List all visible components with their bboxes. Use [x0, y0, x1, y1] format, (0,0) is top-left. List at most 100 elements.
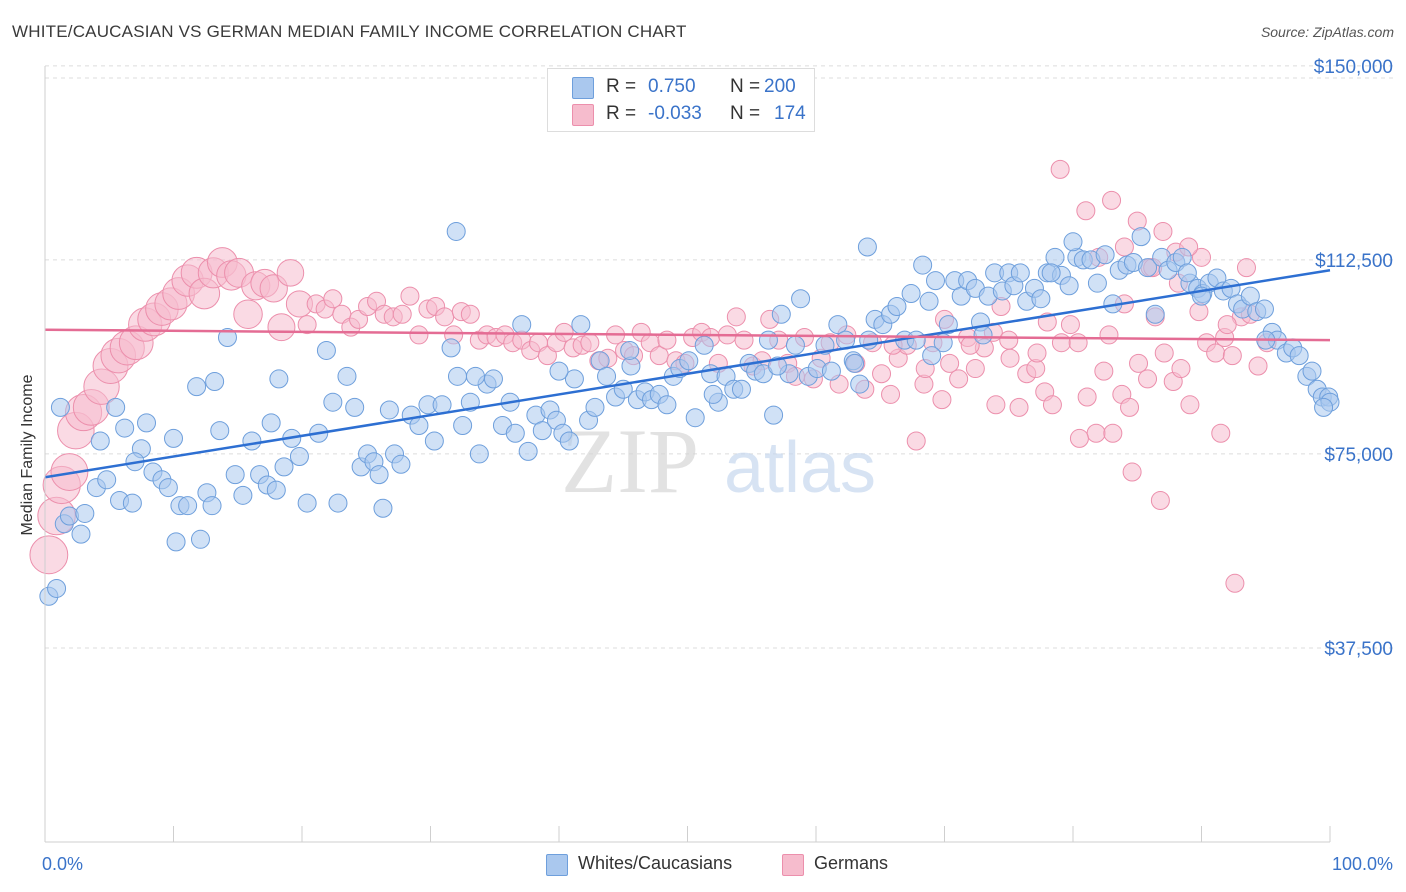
y-tick-labels: $37,500 $75,000 $112,500 $150,000 — [1314, 57, 1393, 660]
watermark: ZIP atlas — [561, 410, 876, 512]
white-point — [1063, 232, 1083, 252]
white-point — [187, 377, 207, 397]
german-point — [554, 322, 574, 342]
german-point — [965, 359, 985, 379]
legend-label-whites: Whites/Caucasians — [578, 853, 733, 873]
german-point — [400, 286, 420, 306]
white-point — [791, 289, 811, 309]
german-point — [1122, 462, 1142, 482]
german-point — [409, 325, 429, 345]
white-point — [821, 361, 841, 381]
white-point — [266, 480, 286, 500]
white-point — [828, 315, 848, 335]
german-point — [1217, 315, 1237, 335]
white-point — [289, 447, 309, 467]
german-point — [1000, 348, 1020, 368]
white-point — [549, 361, 569, 381]
german-point — [349, 309, 369, 329]
german-point — [29, 535, 69, 575]
german-point — [1068, 333, 1088, 353]
white-point — [242, 431, 262, 451]
white-point — [166, 532, 186, 552]
white-point — [887, 296, 907, 316]
legend-swatch-germans — [782, 854, 804, 876]
german-point — [1180, 395, 1200, 415]
r-value: 0.750 — [648, 76, 696, 97]
german-point — [940, 353, 960, 373]
german-point — [1171, 359, 1191, 379]
n-value: 174 — [774, 103, 806, 124]
white-point — [518, 441, 538, 461]
white-point — [205, 371, 225, 391]
white-point — [233, 485, 253, 505]
white-point — [190, 529, 210, 549]
white-point — [453, 415, 473, 435]
german-point — [392, 304, 412, 324]
y-tick-label: $150,000 — [1314, 57, 1393, 78]
white-point — [106, 397, 126, 417]
white-point — [269, 369, 289, 389]
german-point — [1211, 423, 1231, 443]
german-point — [1099, 325, 1119, 345]
white-point — [379, 400, 399, 420]
german-point — [580, 333, 600, 353]
x-tick-label-min: 0.0% — [42, 854, 83, 874]
white-point — [225, 465, 245, 485]
german-point — [932, 390, 952, 410]
white-point — [1045, 247, 1065, 267]
axes — [44, 66, 1331, 843]
white-point — [559, 431, 579, 451]
german-point — [460, 304, 480, 324]
white-point — [1059, 276, 1079, 296]
white-point — [585, 397, 605, 417]
german-point — [323, 289, 343, 309]
german-point — [1127, 211, 1147, 231]
white-point — [441, 338, 461, 358]
white-point — [274, 457, 294, 477]
german-point — [1102, 190, 1122, 210]
german-point — [949, 369, 969, 389]
german-point — [1086, 423, 1106, 443]
white-point — [115, 418, 135, 438]
white-point — [973, 325, 993, 345]
white-point — [483, 369, 503, 389]
y-tick-label: $37,500 — [1324, 639, 1393, 660]
whites-trend-line — [44, 269, 1331, 479]
chart-title: WHITE/CAUCASIAN VS GERMAN MEDIAN FAMILY … — [12, 22, 687, 41]
german-point — [276, 259, 305, 287]
trend-lines — [44, 269, 1331, 479]
white-point — [919, 291, 939, 311]
german-point — [734, 330, 754, 350]
white-point — [764, 405, 784, 425]
white-point — [71, 524, 91, 544]
german-point — [1225, 573, 1245, 593]
x-tick-label-max: 100.0% — [1332, 854, 1393, 874]
white-point — [447, 366, 467, 386]
white-point — [679, 351, 699, 371]
legend-swatch-germans — [572, 104, 594, 126]
white-point — [938, 315, 958, 335]
german-point — [1129, 353, 1149, 373]
german-point — [872, 364, 892, 384]
r-value: -0.033 — [648, 103, 702, 124]
white-point — [685, 408, 705, 428]
white-point — [178, 496, 198, 516]
white-point — [369, 465, 389, 485]
white-point — [571, 315, 591, 335]
r-label: R = — [606, 76, 637, 97]
white-point — [1177, 263, 1197, 283]
n-label: N = — [730, 103, 761, 124]
correlation-legend: R = 0.750 N = 200 R = -0.033 N = 174 — [547, 68, 815, 132]
x-tick-labels: 0.0% 100.0% — [42, 854, 1393, 874]
german-point — [297, 315, 317, 335]
german-point — [1138, 369, 1158, 389]
white-point — [122, 493, 142, 513]
white-point — [1131, 227, 1151, 247]
german-point — [1120, 397, 1140, 417]
white-point — [50, 397, 70, 417]
white-point — [758, 330, 778, 350]
white-point — [345, 397, 365, 417]
german-point — [233, 299, 263, 329]
white-point — [771, 304, 791, 324]
